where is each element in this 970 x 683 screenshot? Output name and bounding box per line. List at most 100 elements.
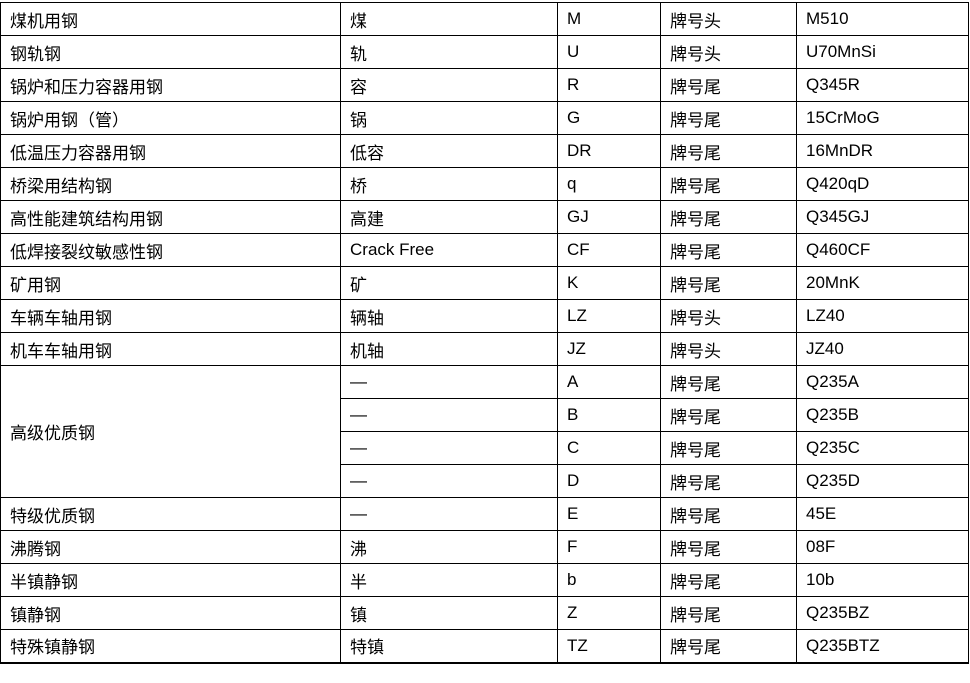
table-row: 车辆车轴用钢 辆轴 LZ 牌号头 LZ40	[0, 299, 969, 333]
cell-code: CF	[557, 233, 661, 267]
cell-position: 牌号尾	[660, 68, 797, 102]
cell-code: M	[557, 2, 661, 36]
cell-example: Q460CF	[796, 233, 969, 267]
steel-grade-table: 煤机用钢煤 M 牌号头 M510 钢轨钢轨 U 牌号头 U70MnSi 锅炉和压力容器用钢容 R 牌…	[0, 2, 969, 664]
cell-code: K	[557, 266, 661, 300]
table-row: 钢轨钢轨 U 牌号头 U70MnSi	[0, 35, 969, 69]
cell-example: U70MnSi	[796, 35, 969, 69]
cell-example: 45E	[796, 497, 969, 531]
cell-steel-type: 煤机用钢	[0, 2, 341, 36]
cell-position: 牌号尾	[660, 464, 797, 498]
cell-position: 牌号尾	[660, 134, 797, 168]
table-row: — D 牌号尾 Q235D	[1, 464, 969, 498]
cell-steel-type: 低温压力容器用钢	[0, 134, 341, 168]
cell-symbol: 煤	[340, 2, 558, 36]
cell-example: 20MnK	[796, 266, 969, 300]
cell-steel-type: 半镇静钢	[0, 563, 341, 597]
cell-example: 16MnDR	[796, 134, 969, 168]
cell-symbol: —	[340, 365, 558, 399]
table-row: 锅炉和压力容器用钢容 R 牌号尾 Q345R	[0, 68, 969, 102]
cell-symbol: Crack Free	[340, 233, 558, 267]
cell-symbol: 锅	[340, 101, 558, 135]
cell-steel-type: 锅炉用钢（管）	[0, 101, 341, 135]
table-row: 煤机用钢煤 M 牌号头 M510	[0, 2, 969, 36]
cell-example: LZ40	[796, 299, 969, 333]
table-row: — C 牌号尾 Q235C	[1, 431, 969, 465]
cell-symbol: —	[340, 398, 558, 432]
cell-position: 牌号头	[660, 2, 797, 36]
table-row: 低温压力容器用钢 低容 DR 牌号尾 16MnDR	[0, 134, 969, 168]
cell-example: Q420qD	[796, 167, 969, 201]
cell-code: U	[557, 35, 661, 69]
cell-code: G	[557, 101, 661, 135]
table-row: 机车车轴用钢 机轴 JZ 牌号头 JZ40	[0, 332, 969, 366]
cell-steel-type: 锅炉和压力容器用钢	[0, 68, 341, 102]
cell-code: LZ	[557, 299, 661, 333]
table-row: 锅炉用钢（管）锅 G 牌号尾 15CrMoG	[0, 101, 969, 135]
table-row: 半镇静钢半 b 牌号尾 10b	[0, 563, 969, 597]
cell-example: M510	[796, 2, 969, 36]
cell-symbol: 容	[340, 68, 558, 102]
cell-steel-type: 特殊镇静钢	[0, 629, 341, 664]
cell-steel-type: 沸腾钢	[0, 530, 341, 564]
cell-example: 08F	[796, 530, 969, 564]
cell-code: q	[557, 167, 661, 201]
cell-steel-type: 机车车轴用钢	[0, 332, 341, 366]
table-row: 镇静钢镇 Z 牌号尾 Q235BZ	[0, 596, 969, 630]
cell-position: 牌号尾	[660, 629, 797, 664]
cell-example: JZ40	[796, 332, 969, 366]
table-row: 高级优质钢 — A 牌号尾 Q235A	[0, 365, 969, 498]
cell-steel-type: 镇静钢	[0, 596, 341, 630]
cell-position: 牌号头	[660, 332, 797, 366]
cell-steel-type: 车辆车轴用钢	[0, 299, 341, 333]
cell-position: 牌号尾	[660, 398, 797, 432]
cell-position: 牌号尾	[660, 530, 797, 564]
cell-position: 牌号尾	[660, 101, 797, 135]
cell-position: 牌号尾	[660, 563, 797, 597]
cell-steel-type: 特级优质钢	[0, 497, 341, 531]
cell-code: F	[557, 530, 661, 564]
cell-code: R	[557, 68, 661, 102]
cell-code: E	[557, 497, 661, 531]
cell-symbol: 沸	[340, 530, 558, 564]
cell-position: 牌号头	[660, 35, 797, 69]
cell-example: Q235B	[796, 398, 969, 432]
cell-symbol: 机轴	[340, 332, 558, 366]
steel-grade-table-body: 煤机用钢煤 M 牌号头 M510 钢轨钢轨 U 牌号头 U70MnSi 锅炉和压力容器用钢容 R 牌…	[0, 2, 969, 664]
cell-code: A	[557, 365, 661, 399]
table-row: 特殊镇静钢 特镇 TZ 牌号尾 Q235BTZ	[0, 629, 969, 664]
cell-symbol: —	[340, 497, 558, 531]
table-row: 特级优质钢 — E 牌号尾 45E	[0, 497, 969, 531]
cell-steel-type: 矿用钢	[0, 266, 341, 300]
cell-steel-type: 高性能建筑结构用钢	[0, 200, 341, 234]
cell-position: 牌号尾	[660, 200, 797, 234]
table-row: 桥梁用结构钢桥 q 牌号尾 Q420qD	[0, 167, 969, 201]
cell-symbol: 高建	[340, 200, 558, 234]
cell-code: b	[557, 563, 661, 597]
cell-example: Q345GJ	[796, 200, 969, 234]
cell-symbol: 低容	[340, 134, 558, 168]
cell-example: 10b	[796, 563, 969, 597]
cell-position: 牌号尾	[660, 167, 797, 201]
cell-code: JZ	[557, 332, 661, 366]
cell-example: Q345R	[796, 68, 969, 102]
cell-code: TZ	[557, 629, 661, 664]
cell-example: Q235A	[796, 365, 969, 399]
cell-example: 15CrMoG	[796, 101, 969, 135]
cell-code: DR	[557, 134, 661, 168]
cell-symbol: 轨	[340, 35, 558, 69]
table-row: 矿用钢矿 K 牌号尾 20MnK	[0, 266, 969, 300]
table-row: 沸腾钢沸 F 牌号尾 08F	[0, 530, 969, 564]
cell-steel-type: 钢轨钢	[0, 35, 341, 69]
table-row: 低焊接裂纹敏感性钢 Crack Free CF 牌号尾 Q460CF	[0, 233, 969, 267]
cell-code: D	[557, 464, 661, 498]
cell-symbol: —	[340, 464, 558, 498]
cell-position: 牌号头	[660, 299, 797, 333]
cell-symbol: —	[340, 431, 558, 465]
cell-symbol: 桥	[340, 167, 558, 201]
cell-position: 牌号尾	[660, 431, 797, 465]
table-row: 高性能建筑结构用钢 高建 GJ 牌号尾 Q345GJ	[0, 200, 969, 234]
cell-code: B	[557, 398, 661, 432]
cell-steel-type: 高级优质钢	[0, 365, 341, 498]
cell-example: Q235BZ	[796, 596, 969, 630]
